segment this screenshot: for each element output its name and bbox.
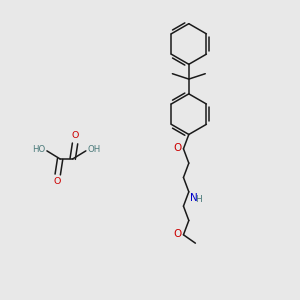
Text: OH: OH (87, 145, 100, 154)
Text: O: O (174, 229, 182, 239)
Text: HO: HO (32, 145, 46, 154)
Text: N: N (190, 193, 197, 203)
Text: O: O (174, 143, 182, 153)
Text: O: O (53, 178, 61, 187)
Text: O: O (72, 131, 79, 140)
Text: H: H (195, 195, 202, 204)
